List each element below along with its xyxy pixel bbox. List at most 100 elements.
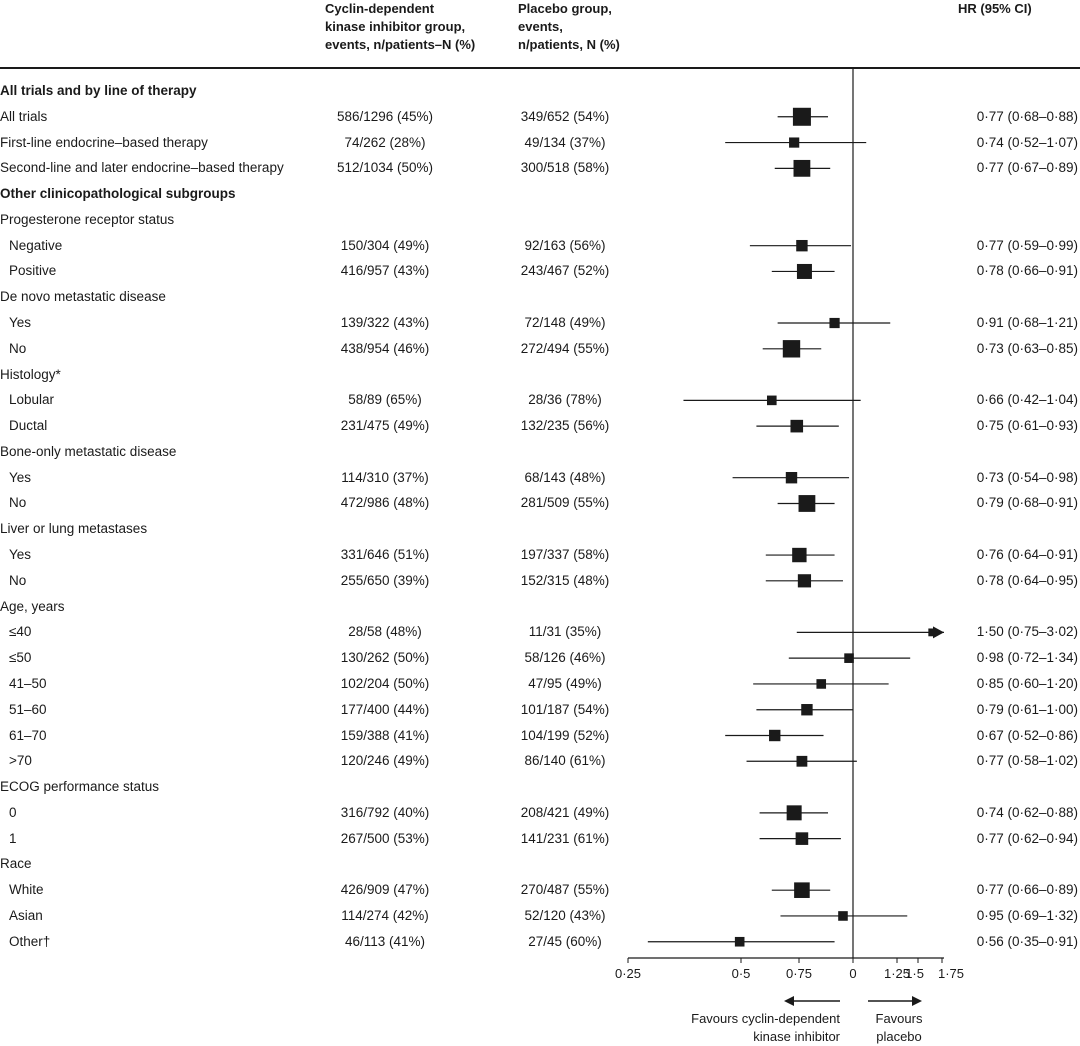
placebo-column-header: Placebo group, events, n/patients, N (%)	[518, 0, 620, 54]
cdk-events: 102/204 (50%)	[340, 675, 430, 691]
row-label: First-line endocrine–based therapy	[0, 134, 208, 150]
hr-ci-value: 0·67 (0·52–0·86)	[976, 727, 1078, 743]
cdk-header-line-2: kinase inhibitor group,	[325, 19, 466, 34]
hr-point-square	[769, 729, 781, 742]
placebo-events: 28/36 (78%)	[528, 392, 602, 408]
hr-ci-value: 0·76 (0·64–0·91)	[976, 547, 1078, 563]
hr-ci-value: 0·73 (0·63–0·85)	[976, 340, 1078, 356]
hr-point-square	[789, 137, 800, 148]
subgroup-heading: De novo metastatic disease	[0, 289, 166, 305]
placebo-events: 141/231 (61%)	[520, 830, 610, 846]
placebo-events: 72/148 (49%)	[524, 315, 606, 331]
x-tick-label: 1·75	[938, 966, 964, 981]
placebo-header-line-1: Placebo group,	[518, 1, 612, 16]
hr-point-square	[829, 317, 840, 329]
row-label: All trials	[0, 108, 48, 124]
x-tick-label: 0·5	[732, 966, 751, 981]
cdk-events: 159/388 (41%)	[340, 727, 430, 743]
placebo-events: 52/120 (43%)	[524, 907, 606, 923]
hr-point-square	[792, 547, 807, 563]
placebo-events: 104/199 (52%)	[520, 727, 610, 743]
cdk-events: 512/1034 (50%)	[336, 160, 434, 176]
placebo-events: 349/652 (54%)	[520, 108, 610, 124]
row-label: Ductal	[9, 418, 48, 434]
hr-point-square	[838, 911, 848, 921]
hr-ci-value: 0·79 (0·68–0·91)	[976, 495, 1078, 511]
x-tick-label: 1·5	[905, 966, 924, 981]
favours-right-arrow-icon	[912, 996, 922, 1006]
cdk-events: 255/650 (39%)	[340, 572, 430, 588]
hr-point-square	[816, 679, 827, 689]
row-label: 61–70	[9, 727, 47, 743]
cdk-events: 438/954 (46%)	[340, 340, 430, 356]
hr-ci-value: 0·56 (0·35–0·91)	[976, 933, 1078, 949]
row-label: Yes	[9, 315, 32, 331]
hr-point-square	[792, 107, 811, 126]
hr-point-square	[786, 805, 802, 821]
row-label: White	[9, 882, 44, 898]
cdk-events: 231/475 (49%)	[340, 418, 430, 434]
hr-ci-value: 0·74 (0·52–1·07)	[976, 134, 1078, 150]
favours-placebo-label: Favours	[876, 1011, 923, 1026]
cdk-events: 472/986 (48%)	[340, 495, 430, 511]
row-label: ≤50	[9, 650, 32, 666]
placebo-events: 27/45 (60%)	[528, 933, 602, 949]
hr-column-header: HR (95% CI)	[958, 0, 1032, 18]
hr-ci-value: 0·66 (0·42–1·04)	[976, 392, 1078, 408]
placebo-events: 243/467 (52%)	[520, 263, 610, 279]
hr-point-square	[790, 419, 804, 433]
hr-ci-value: 0·91 (0·68–1·21)	[976, 315, 1078, 331]
cdk-events: 130/262 (50%)	[340, 650, 430, 666]
cdk-header-line-1: Cyclin-dependent	[325, 1, 435, 16]
hr-point-square	[796, 755, 808, 767]
placebo-events: 11/31 (35%)	[528, 624, 602, 640]
row-label: 1	[9, 830, 17, 846]
subgroup-heading: ECOG performance status	[0, 779, 160, 795]
hr-ci-value: 0·77 (0·62–0·94)	[976, 830, 1078, 846]
row-label: ≤40	[9, 624, 32, 640]
placebo-header-line-2: events,	[518, 19, 563, 34]
row-label: No	[9, 340, 27, 356]
hr-ci-value: 0·98 (0·72–1·34)	[976, 650, 1078, 666]
hr-point-square	[797, 574, 812, 588]
hr-point-square	[798, 495, 816, 512]
placebo-events: 58/126 (46%)	[524, 650, 606, 666]
row-label: No	[9, 495, 27, 511]
cdk-events: 316/792 (40%)	[340, 804, 430, 820]
placebo-events: 47/95 (49%)	[528, 675, 602, 691]
subgroup-heading: Race	[0, 856, 32, 872]
hr-ci-value: 0·79 (0·61–1·00)	[976, 701, 1078, 717]
hr-ci-value: 1·50 (0·75–3·02)	[976, 624, 1078, 640]
row-label: Negative	[9, 237, 63, 253]
hr-point-square	[794, 882, 810, 898]
favours-cdk-label: Favours cyclin-dependent	[691, 1011, 840, 1026]
cdk-events: 416/957 (43%)	[340, 263, 430, 279]
hr-point-square	[844, 653, 854, 663]
hr-ci-value: 0·85 (0·60–1·20)	[976, 675, 1078, 691]
hr-point-square	[782, 340, 801, 358]
cdk-events: 114/274 (42%)	[341, 907, 429, 923]
placebo-header-line-3: n/patients, N (%)	[518, 37, 620, 52]
subgroup-heading: Histology*	[0, 366, 61, 382]
placebo-events: 197/337 (58%)	[520, 547, 610, 563]
hr-ci-value: 0·77 (0·58–1·02)	[976, 753, 1078, 769]
hr-ci-value: 0·73 (0·54–0·98)	[976, 469, 1078, 485]
placebo-events: 101/187 (54%)	[520, 701, 610, 717]
hr-point-square	[928, 628, 937, 637]
row-label: 0	[9, 804, 17, 820]
cdk-events: 28/58 (48%)	[348, 624, 422, 640]
row-label: Positive	[9, 263, 57, 279]
subgroup-heading: Bone-only metastatic disease	[0, 443, 177, 459]
section-heading: Other clinicopathological subgroups	[0, 186, 236, 202]
cdk-events: 58/89 (65%)	[348, 392, 422, 408]
cdk-events: 74/262 (28%)	[344, 134, 426, 150]
x-tick-label: 1·25	[884, 966, 910, 981]
subgroup-heading: Age, years	[0, 598, 65, 614]
hr-point-square	[785, 472, 798, 484]
hr-ci-value: 0·75 (0·61–0·93)	[976, 418, 1078, 434]
cdk-events: 426/909 (47%)	[340, 882, 430, 898]
hr-ci-value: 0·77 (0·59–0·99)	[976, 237, 1078, 253]
hr-header-label: HR (95% CI)	[958, 1, 1032, 16]
cdk-events: 331/646 (51%)	[340, 547, 430, 563]
hr-point-square	[734, 936, 745, 947]
